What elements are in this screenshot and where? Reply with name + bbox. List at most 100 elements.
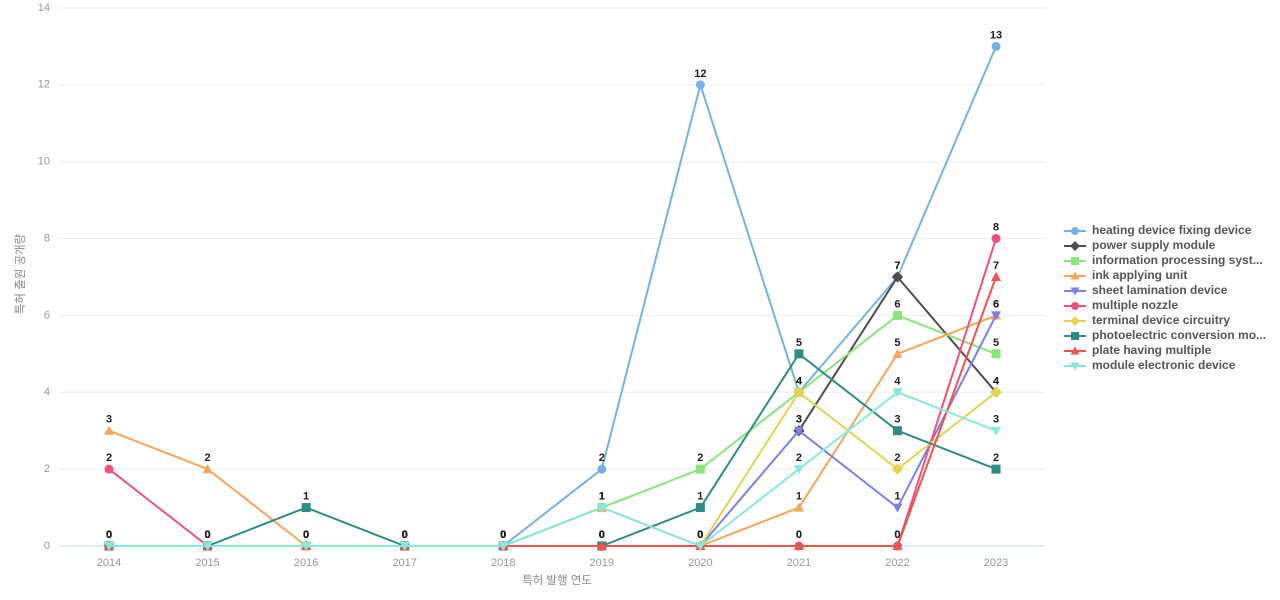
legend-item-photoelectric-conversion-mo-[interactable]: photoelectric conversion mo... [1063, 328, 1266, 343]
y-tick-label-8: 8 [44, 232, 50, 244]
point-label: 7 [894, 260, 900, 272]
series-line [108, 45, 997, 547]
x-tick-label-2017: 2017 [392, 557, 416, 569]
data-point [892, 541, 903, 550]
data-point [202, 542, 213, 551]
point-label: 0 [599, 529, 605, 541]
point-label: 0 [106, 529, 112, 541]
y-tick-label-4: 4 [44, 386, 50, 398]
point-label: 2 [204, 452, 210, 464]
legend-item-module-electronic-device[interactable]: module electronic device [1063, 358, 1266, 373]
point-label: 3 [796, 414, 802, 426]
y-axis-title: 특허 출원 공개량 [15, 233, 27, 315]
data-point [498, 542, 509, 551]
data-point [597, 464, 607, 474]
point-label: 12 [694, 68, 706, 80]
data-point [695, 542, 706, 551]
point-label: 0 [500, 529, 506, 541]
x-tick-label-2021: 2021 [787, 557, 811, 569]
legend-label: information processing syst... [1092, 253, 1263, 267]
data-point [104, 425, 114, 435]
point-label: 0 [697, 529, 703, 541]
data-point [991, 234, 1001, 244]
point-label: 0 [500, 529, 506, 541]
series-ink-applying-unit [104, 310, 1002, 550]
point-label: 0 [500, 529, 506, 541]
data-point [695, 80, 705, 90]
point-label: 5 [894, 337, 900, 349]
square-icon [1064, 331, 1086, 340]
point-label: 0 [402, 529, 408, 541]
legend-item-power-supply-module[interactable]: power supply module [1063, 238, 1266, 253]
point-label: 0 [204, 529, 210, 541]
data-point [891, 463, 904, 475]
point-label: 0 [106, 529, 112, 541]
point-label: 5 [796, 337, 802, 349]
legend-label: module electronic device [1092, 358, 1236, 372]
point-label: 3 [993, 414, 999, 426]
point-label: 0 [500, 529, 506, 541]
point-label: 0 [697, 529, 703, 541]
point-label: 0 [303, 529, 309, 541]
point-label: 1 [599, 491, 605, 503]
data-point [695, 464, 705, 474]
point-label: 0 [402, 529, 408, 541]
point-label: 3 [796, 414, 802, 426]
point-label: 0 [894, 529, 900, 541]
data-point [596, 503, 607, 513]
point-label: 3 [894, 414, 900, 426]
point-label: 0 [303, 529, 309, 541]
square-icon [1064, 256, 1086, 265]
point-label: 0 [599, 529, 605, 541]
triangle-up-icon [1064, 346, 1086, 354]
x-tick-label-2018: 2018 [491, 557, 515, 569]
point-label: 1 [894, 491, 900, 503]
circle-icon [1064, 226, 1086, 235]
data-point [892, 310, 902, 320]
point-label: 4 [894, 375, 901, 387]
data-point [399, 542, 410, 551]
data-point [990, 386, 1002, 398]
series-heating-device-fixing-device [104, 41, 1001, 551]
data-point [793, 386, 805, 398]
x-tick-label-2016: 2016 [294, 557, 318, 569]
point-label: 0 [599, 529, 605, 541]
legend-item-plate-having-multiple[interactable]: plate having multiple [1063, 343, 1266, 358]
point-label: 0 [500, 529, 506, 541]
data-point [892, 388, 903, 398]
point-label: 0 [204, 529, 210, 541]
data-point [793, 465, 804, 475]
legend-item-ink-applying-unit[interactable]: ink applying unit [1063, 268, 1266, 283]
data-point [892, 426, 902, 436]
data-point [301, 542, 312, 551]
triangle-down-icon [1064, 362, 1086, 370]
data-point [991, 464, 1001, 474]
y-tick-label-0: 0 [44, 540, 50, 552]
y-tick-label-6: 6 [44, 309, 50, 321]
point-label: 4 [796, 375, 803, 387]
series-module-electronic-device [104, 388, 1002, 551]
point-label: 2 [993, 452, 999, 464]
point-label: 1 [599, 491, 605, 503]
point-label: 0 [599, 529, 605, 541]
y-tick-label-12: 12 [38, 79, 50, 91]
legend-item-information-processing-syst-[interactable]: information processing syst... [1063, 253, 1266, 268]
circle-icon [1064, 301, 1086, 310]
point-label: 0 [204, 529, 210, 541]
diamond-icon [1064, 240, 1086, 251]
point-label: 5 [993, 337, 999, 349]
point-label: 0 [303, 529, 309, 541]
point-label: 1 [303, 491, 309, 503]
point-label: 0 [204, 529, 210, 541]
point-label: 4 [796, 375, 803, 387]
legend-item-sheet-lamination-device[interactable]: sheet lamination device [1063, 283, 1266, 298]
point-label: 1 [796, 491, 802, 503]
legend-label: sheet lamination device [1092, 283, 1228, 297]
legend-item-terminal-device-circuitry[interactable]: terminal device circuitry [1063, 313, 1266, 328]
data-point [794, 349, 804, 359]
legend-item-heating-device-fixing-device[interactable]: heating device fixing device [1063, 223, 1266, 238]
data-point [891, 271, 904, 283]
legend-item-multiple-nozzle[interactable]: multiple nozzle [1063, 298, 1266, 313]
point-label: 4 [993, 375, 1000, 387]
